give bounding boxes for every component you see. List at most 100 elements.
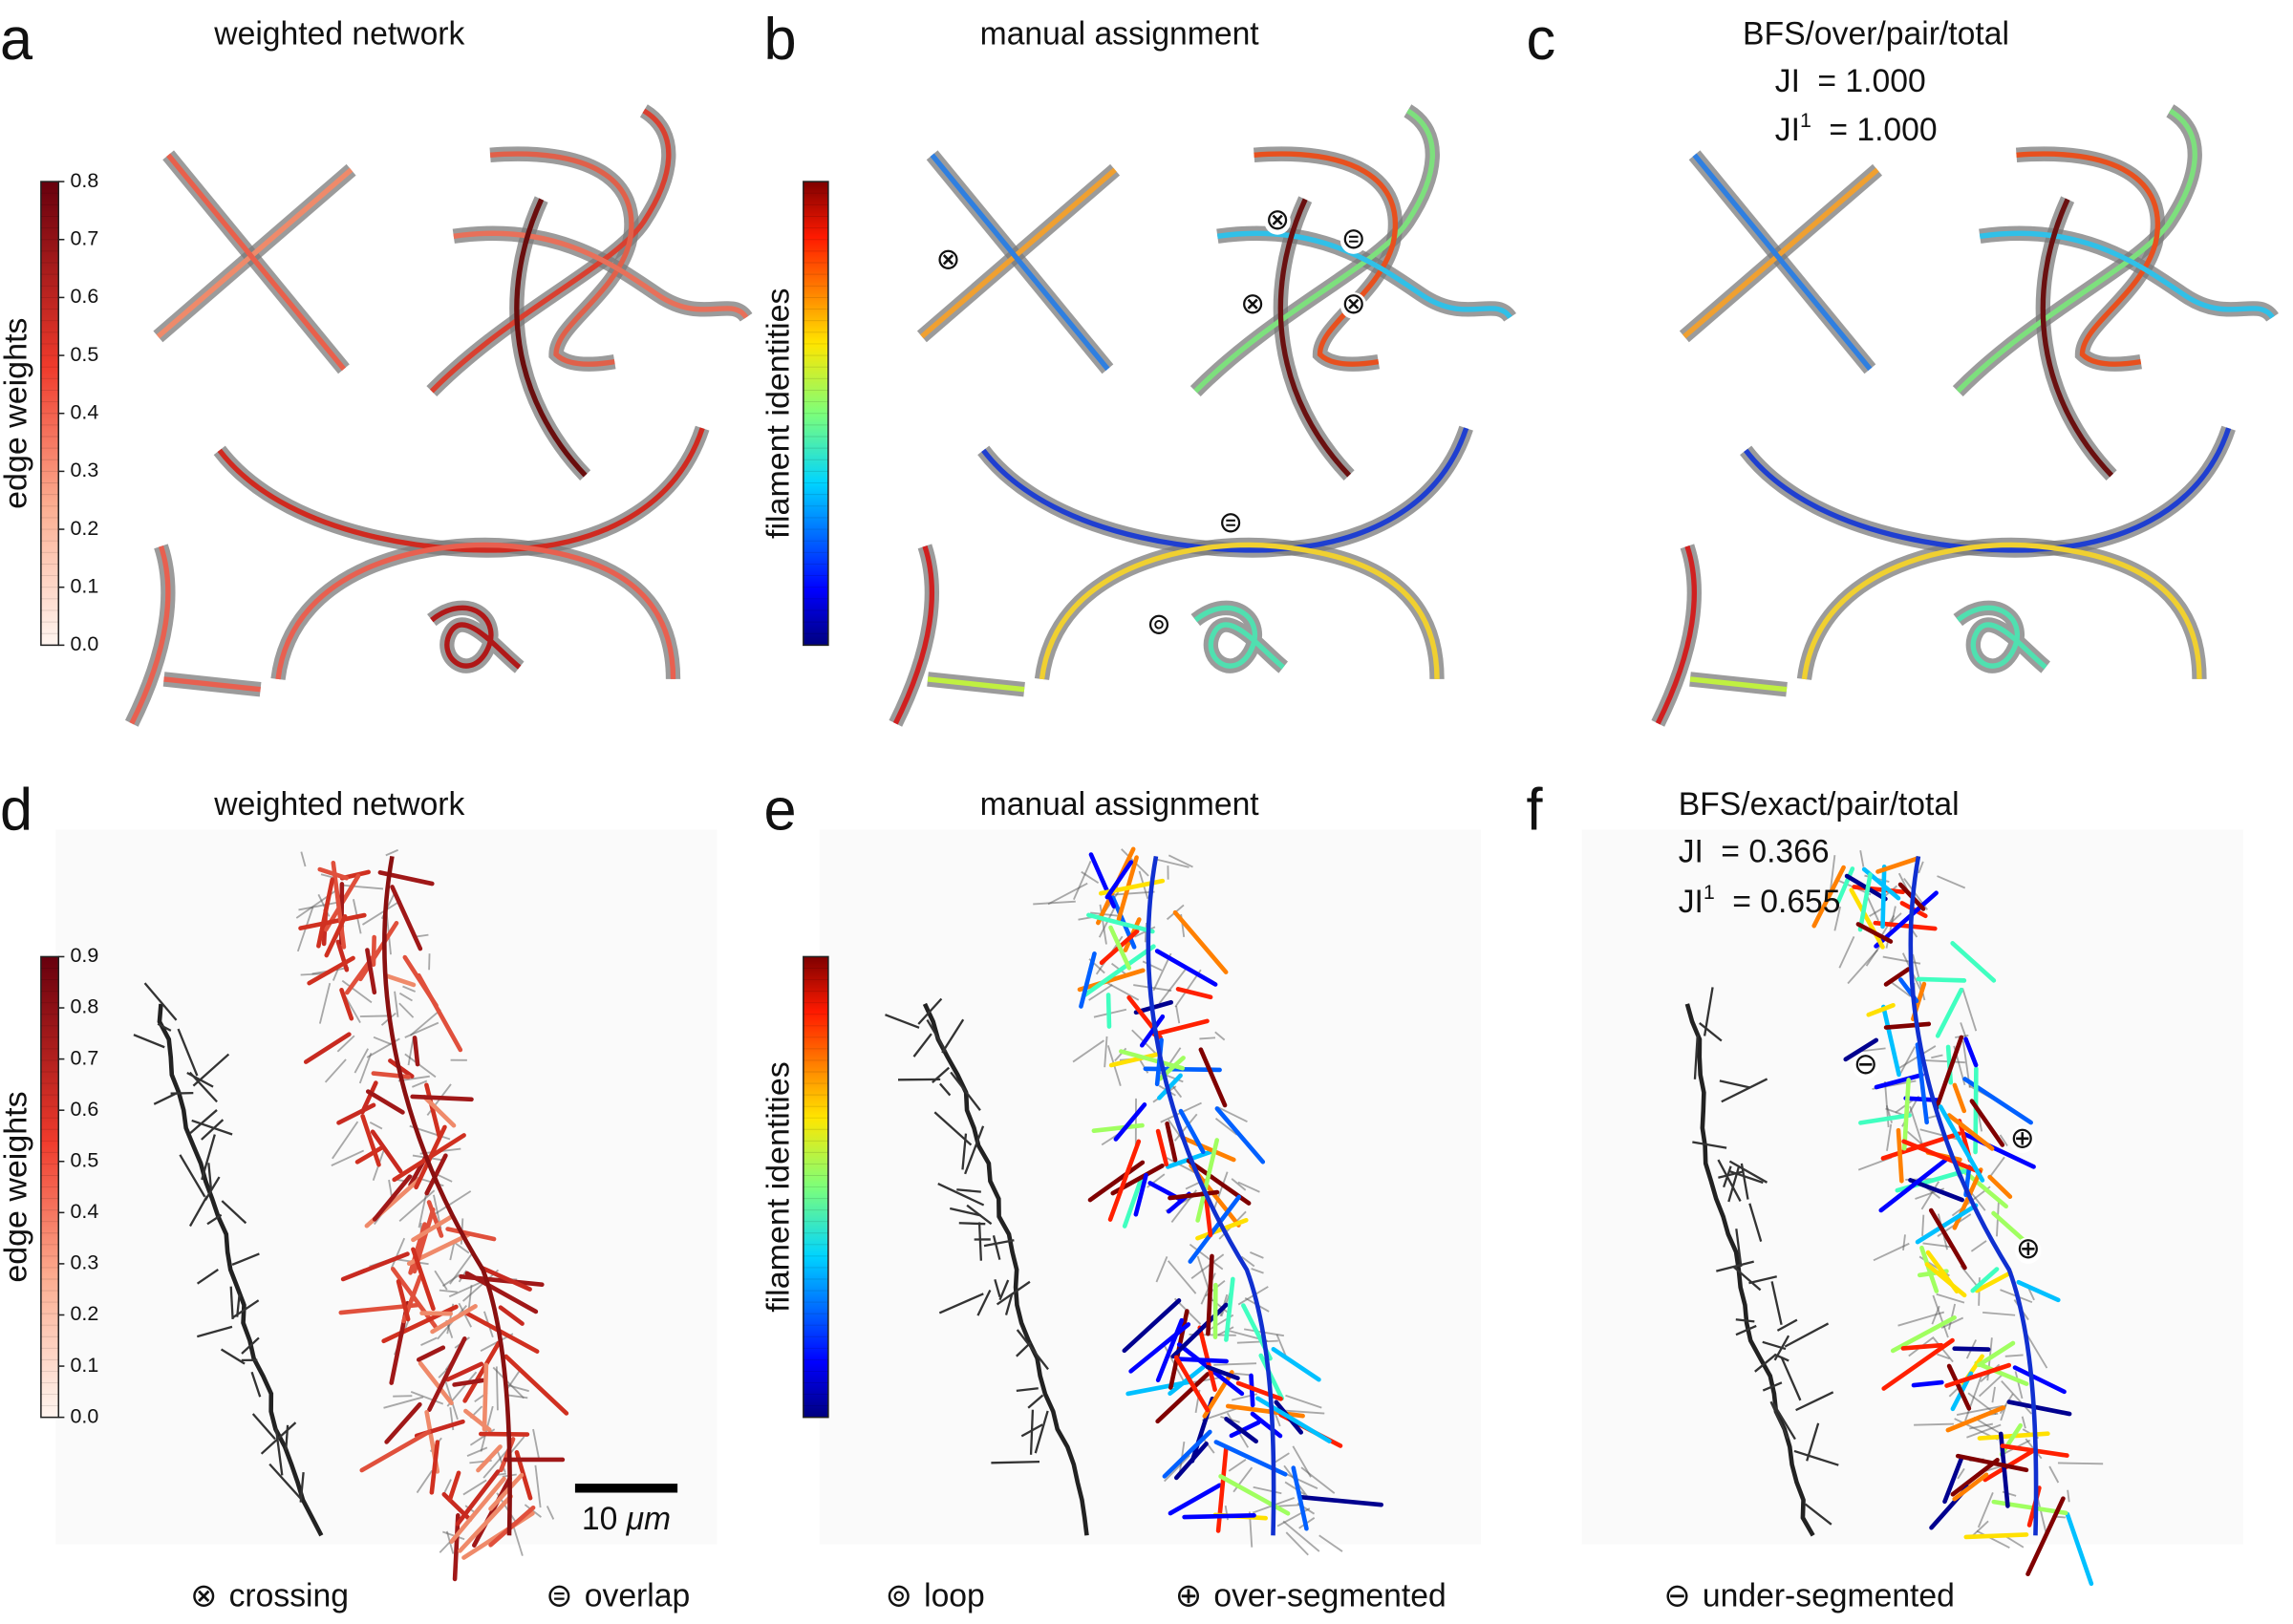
network-edge [1195,1138,1220,1223]
actin [1228,1459,1247,1472]
network-edge [360,1080,378,1115]
actin [1964,1375,1982,1421]
network-edge [476,1444,503,1473]
dendrite-branch [976,1289,992,1316]
filament-tube [1740,425,2236,558]
network-edge [1942,1456,1964,1505]
annotation-bg [1339,292,1367,319]
network-edge [1855,922,1894,944]
colorbar-label: filament identities [761,1061,797,1313]
network-edge [360,1114,381,1167]
dendrite-branch [177,1028,199,1077]
panel-letter: e [763,777,796,843]
text-layer: a weighted network b manual assignment c BFS/… [0,7,2042,1613]
dendrite-branch [179,1154,206,1198]
dendrite-branch [998,1279,1010,1301]
network-edge [411,1247,436,1312]
network-edge [1155,1317,1185,1382]
actin [449,1242,456,1261]
panel-letter: b [763,7,796,73]
colorbar-tick-label: 0.3 [71,459,99,481]
actin [1251,1268,1264,1274]
network-edge [1928,1207,1967,1271]
actin [1292,1445,1312,1478]
network-edge [1858,1113,1912,1125]
dendrite-branch [188,1071,218,1103]
actin [1914,1422,1954,1426]
network-edge [1915,1203,1979,1245]
network-edge [1883,1021,1932,1030]
network-edge [410,1094,474,1102]
dendrite-branch [197,1325,233,1338]
network-edge [1901,1078,1911,1151]
network-edge [1139,1014,1166,1048]
actin [439,1289,458,1293]
score-value: = 0.655 [1732,884,1840,920]
score-name: JI [1775,63,1800,99]
dendrite-branch [1740,1163,1749,1200]
filament-trace [1956,605,2047,670]
actin [373,1036,392,1046]
actin [1282,1520,1320,1552]
legend-symbol: ⊖ [1663,1577,1690,1613]
dendrite-branch [220,1348,246,1365]
network-edge [1077,968,1146,993]
dendrite-branch [157,1022,172,1032]
dendrite-branch [933,1111,973,1146]
actin [404,1021,439,1038]
score-name: JI [1775,112,1800,148]
legend-entry: ⊕ over-segmented [1175,1577,1447,1613]
network-edge [358,920,399,982]
actin [341,979,373,1004]
dendrite-branch [1718,1170,1745,1179]
filament-trace [1193,108,1435,394]
actin [1956,1404,2004,1416]
colorbar [803,181,829,647]
dendrite-branch [1016,1329,1049,1371]
actin [359,1015,388,1017]
network-edge [1999,1422,2024,1457]
network-edge [1977,1340,2016,1368]
network-edge [482,1362,489,1432]
dendrite-branch [1804,1503,1832,1526]
filament-trace [163,676,261,693]
actin [1211,1171,1229,1213]
dendrite-branch [221,1200,247,1225]
filament-trace [156,167,354,339]
dendrite-branch [1735,1229,1743,1268]
dendrite-branch [1016,1341,1032,1357]
dendrite-branch [1754,1353,1777,1373]
actin [524,1504,542,1518]
network-edge [1963,1532,2029,1540]
actin [416,1469,433,1494]
panel-letter: a [0,7,33,73]
network-edge [1950,941,1997,983]
network-edge [412,1036,420,1067]
network-edge [1950,1457,2000,1497]
network-edge [2065,1511,2094,1587]
legend-entry: ⊗ crossing [190,1577,349,1613]
actin [398,1002,415,1018]
network-edge [1866,1002,1896,1017]
actin [412,1079,428,1088]
actin [1899,1046,1917,1075]
dendrite-branch [1776,1318,1798,1332]
actin [1088,984,1113,1001]
actin [442,1376,459,1421]
dendrite-branch [1748,1203,1763,1242]
scale-bar-label: 10 μm [582,1501,671,1537]
actin [385,848,398,857]
network-edge [1299,1495,1384,1507]
actin [1940,1316,1964,1329]
dendrite-branch [1728,1160,1768,1184]
score: JI = 0.366 [1679,833,1830,869]
network-edge [1168,1483,1222,1516]
actin [1284,1481,1306,1496]
dendrite-branch [196,1268,219,1285]
network-edge [463,1310,540,1354]
actin [2021,1416,2026,1429]
network-edge [472,1476,512,1548]
network-edge [1172,909,1229,974]
network-edge [424,1082,442,1140]
annotation-bg [934,247,962,275]
